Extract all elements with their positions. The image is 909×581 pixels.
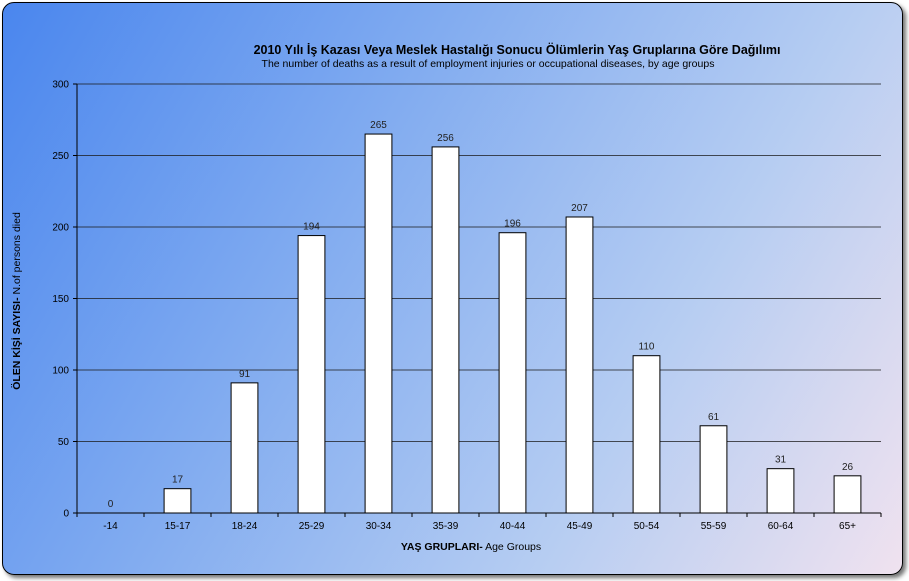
x-tick-label: 35-39 (433, 521, 459, 532)
data-label: 31 (775, 455, 787, 466)
x-tick-label: 50-54 (634, 521, 660, 532)
x-axis-label-bold: YAŞ GRUPLARI- (401, 541, 483, 553)
x-tick-label: 65+ (839, 521, 856, 532)
bar-15-17 (163, 488, 192, 514)
bar-25-29 (297, 235, 326, 514)
chart-subtitle: The number of deaths as a result of empl… (262, 58, 715, 70)
data-label: 256 (437, 133, 454, 144)
y-axis-label-rest: N.of persons died (11, 212, 23, 297)
chart-title: 2010 Yılı İş Kazası Veya Meslek Hastalığ… (254, 42, 781, 57)
x-tick-label: -14 (103, 521, 118, 532)
y-tick-labels: 0 50 100 150 200 250 300 (52, 80, 69, 520)
y-tick-label: 200 (52, 223, 69, 234)
data-label: 194 (303, 222, 320, 233)
y-tick-label: 150 (52, 294, 69, 305)
bars (163, 133, 862, 514)
x-tick-label: 45-49 (567, 521, 593, 532)
x-tick-label: 55-59 (701, 521, 727, 532)
x-axis-label: YAŞ GRUPLARI- Age Groups (401, 541, 541, 553)
x-tick-labels: -14 15-17 18-24 25-29 30-34 35-39 40-44 45-49 50… (76, 513, 882, 532)
y-tick-label: 100 (52, 366, 69, 377)
bar-55-59 (699, 425, 728, 514)
x-tick-label: 18-24 (232, 521, 258, 532)
bar-18-24 (230, 382, 259, 514)
y-tick-label: 300 (52, 80, 69, 91)
data-label: 207 (571, 203, 588, 214)
data-label: 91 (239, 369, 251, 380)
data-label: 110 (639, 342, 655, 353)
data-label: 0 (108, 499, 114, 510)
x-tick-label: 15-17 (165, 521, 191, 532)
data-label: 17 (172, 475, 184, 486)
y-tick-label: 0 (63, 509, 69, 520)
x-tick-label: 40-44 (500, 521, 526, 532)
bar-65+ (833, 475, 862, 514)
data-labels: 0 17 91 194 265 256 196 207 110 61 31 26 (108, 120, 854, 510)
data-label: 196 (504, 219, 521, 230)
data-label: 265 (370, 120, 387, 131)
x-tick-label: 25-29 (299, 521, 325, 532)
data-label: 26 (842, 462, 854, 473)
bar-50-54 (632, 355, 661, 514)
y-tick-label: 250 (52, 151, 69, 162)
y-axis-label: ÖLEN KİŞİ SAYISI- N.of persons died (10, 212, 23, 390)
x-tick-label: 30-34 (366, 521, 392, 532)
bar-chart: 2010 Yılı İş Kazası Veya Meslek Hastalığ… (10, 42, 882, 553)
bar-40-44 (498, 232, 527, 514)
chart-frame: 2010 Yılı İş Kazası Veya Meslek Hastalığ… (2, 2, 903, 575)
x-axis-label-rest: Age Groups (483, 541, 541, 553)
x-tick-label: 60-64 (768, 521, 794, 532)
bar-35-39 (431, 146, 460, 514)
y-axis-label-bold: ÖLEN KİŞİ SAYISI- (10, 297, 23, 390)
grid-lines (73, 83, 881, 514)
bar-60-64 (766, 468, 795, 514)
y-tick-label: 50 (58, 437, 70, 448)
bar-45-49 (565, 216, 594, 514)
bar-30-34 (364, 133, 393, 514)
data-label: 61 (708, 412, 720, 423)
